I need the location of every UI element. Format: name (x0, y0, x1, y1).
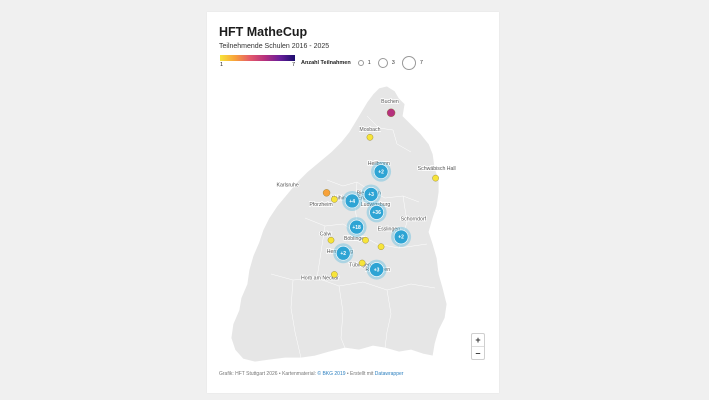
city-label: Karlsruhe (277, 182, 299, 188)
map-source-link[interactable]: © BKG 2019 (317, 371, 346, 377)
school-point[interactable] (362, 236, 369, 244)
city-label: Ludwigsburg (361, 202, 391, 208)
cluster-core (335, 245, 351, 261)
school-point[interactable] (432, 174, 439, 182)
footer-created-with: • Erstellt mit (345, 371, 375, 377)
school-point[interactable] (322, 189, 331, 197)
cluster-core (369, 262, 384, 277)
city-label: Esslingen (378, 226, 401, 232)
cluster-marker[interactable]: +2 (333, 243, 354, 264)
size-legend-label-small: 1 (367, 60, 371, 66)
school-point[interactable] (386, 108, 396, 117)
color-legend-min: 1 (220, 62, 224, 68)
size-legend-label-medium: 3 (391, 60, 395, 66)
school-point[interactable] (358, 259, 366, 267)
size-legend: Anzahl Teilnahmen 1 3 7 (301, 56, 423, 70)
school-points[interactable] (322, 108, 439, 278)
city-label: Heilbronn (368, 161, 390, 167)
city-label: Schorndorf (401, 217, 427, 223)
school-point[interactable] (366, 133, 374, 141)
cluster-marker[interactable]: +18 (346, 217, 367, 238)
school-point[interactable] (331, 196, 338, 203)
size-legend-circle-medium (377, 58, 388, 68)
cluster-marker[interactable]: +3 (366, 259, 387, 280)
cluster-core (363, 187, 379, 202)
city-label: Mosbach (359, 127, 380, 133)
color-legend-max: 7 (292, 62, 296, 68)
cluster-count: +3 (374, 267, 380, 273)
city-label: Pforzheim (309, 202, 332, 208)
size-legend-circle-large (401, 56, 416, 70)
zoom-out-button[interactable]: – (475, 348, 481, 358)
cluster-count: +2 (398, 235, 404, 241)
cluster-count: +3 (368, 192, 374, 198)
school-clusters[interactable]: +2 +3 +4 +36 +18 +2 +2 +3 (333, 161, 412, 280)
cluster-count: +18 (352, 225, 361, 231)
school-point[interactable] (327, 236, 335, 244)
cluster-count: +2 (340, 251, 346, 257)
datawrapper-link[interactable]: Datawrapper (374, 371, 404, 377)
zoom-controls: + – (471, 333, 485, 360)
state-outline (230, 85, 448, 363)
cluster-core (393, 229, 409, 245)
size-legend-label-large: 7 (419, 60, 423, 66)
school-point[interactable] (377, 243, 385, 251)
color-legend-bar (220, 55, 295, 61)
size-legend-circle-small (357, 60, 364, 66)
cluster-count: +4 (349, 199, 355, 205)
cluster-core (349, 219, 364, 235)
city-label: Böblingen (344, 236, 367, 242)
zoom-in-button[interactable]: + (475, 335, 481, 345)
cluster-core (373, 164, 389, 179)
city-label: Calw (320, 231, 332, 237)
city-label: Schwäbisch Hall (418, 166, 456, 172)
cluster-marker[interactable]: +36 (366, 202, 387, 223)
cluster-count: +36 (372, 210, 381, 216)
cluster-marker[interactable]: +2 (371, 161, 392, 182)
city-label: Buchen (381, 99, 399, 105)
cluster-marker[interactable]: +3 (361, 184, 382, 205)
chart-title: HFT MatheCup (219, 25, 308, 39)
zoom-divider (472, 346, 484, 347)
size-legend-title: Anzahl Teilnahmen (301, 60, 351, 66)
footer-credit: Grafik: HFT Stuttgart 2026 • Kartenmater… (219, 371, 318, 377)
footer: Grafik: HFT Stuttgart 2026 • Kartenmater… (219, 371, 403, 377)
cluster-marker[interactable]: +4 (342, 190, 363, 211)
chart-card: HFT MatheCup Teilnehmende Schulen 2016 -… (207, 12, 499, 393)
cluster-count: +2 (378, 169, 384, 175)
cluster-marker[interactable]: +2 (391, 226, 412, 247)
cluster-core (369, 205, 384, 220)
city-label: Horb am Neckar (301, 275, 339, 281)
school-point[interactable] (331, 271, 338, 278)
cluster-core (344, 193, 360, 209)
chart-subtitle: Teilnehmende Schulen 2016 - 2025 (219, 43, 330, 50)
